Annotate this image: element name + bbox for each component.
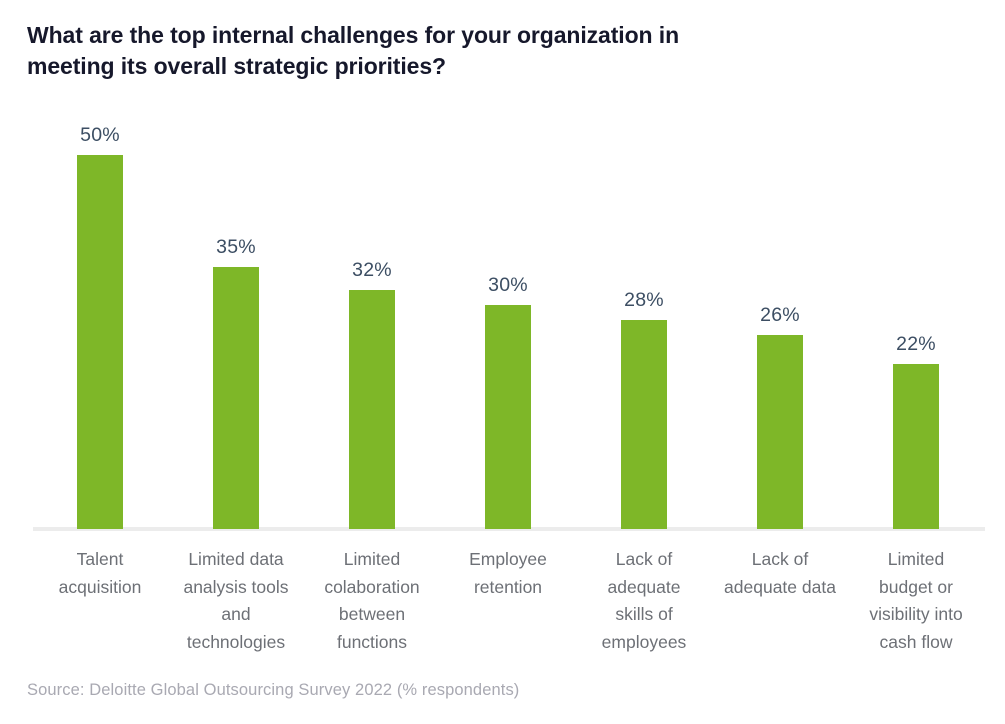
bar-group: 32% Limited colaboration between function… bbox=[304, 0, 440, 680]
category-label: Limited colaboration between functions bbox=[324, 549, 420, 652]
bar-value-label: 30% bbox=[488, 273, 528, 296]
bar-value-label: 28% bbox=[624, 288, 664, 311]
bar[interactable] bbox=[349, 289, 395, 529]
bar-group: 22% Limited budget or visibility into cas… bbox=[848, 0, 984, 680]
bar[interactable] bbox=[213, 267, 259, 529]
bar-value-label: 35% bbox=[216, 236, 256, 259]
bar[interactable] bbox=[757, 334, 803, 529]
category-label: Limited data analysis tools and technolo… bbox=[183, 549, 289, 652]
page-title: What are the top internal challenges for… bbox=[27, 22, 680, 79]
x-axis-baseline bbox=[33, 527, 985, 531]
source-note: Source: Deloitte Global Outsourcing Surv… bbox=[27, 681, 520, 699]
bar-group: 26% Lack of adequate data bbox=[712, 0, 848, 680]
bar-value-label: 22% bbox=[896, 333, 936, 356]
category-label: Lack of adequate skills of employees bbox=[601, 549, 687, 652]
bar-value-label: 26% bbox=[760, 303, 800, 326]
bar-value-label: 32% bbox=[352, 258, 392, 281]
category-label: Talent acquisition bbox=[58, 549, 142, 597]
bar-group: 35% Limited data analysis tools and techn… bbox=[168, 0, 304, 680]
bar-group: 28% Lack of adequate skills of employees bbox=[576, 0, 712, 680]
bar-group: 30% Employee retention bbox=[440, 0, 576, 680]
bar[interactable] bbox=[621, 319, 667, 529]
bar-group: 50% Talent acquisition bbox=[32, 0, 168, 680]
category-label: Employee retention bbox=[469, 549, 547, 597]
category-label: Limited budget or visibility into cash f… bbox=[869, 549, 963, 652]
bar[interactable] bbox=[77, 155, 123, 529]
bar[interactable] bbox=[893, 364, 939, 529]
bar-value-label: 50% bbox=[80, 124, 120, 146]
category-label: Lack of adequate data bbox=[724, 549, 836, 597]
bar[interactable] bbox=[485, 304, 531, 529]
